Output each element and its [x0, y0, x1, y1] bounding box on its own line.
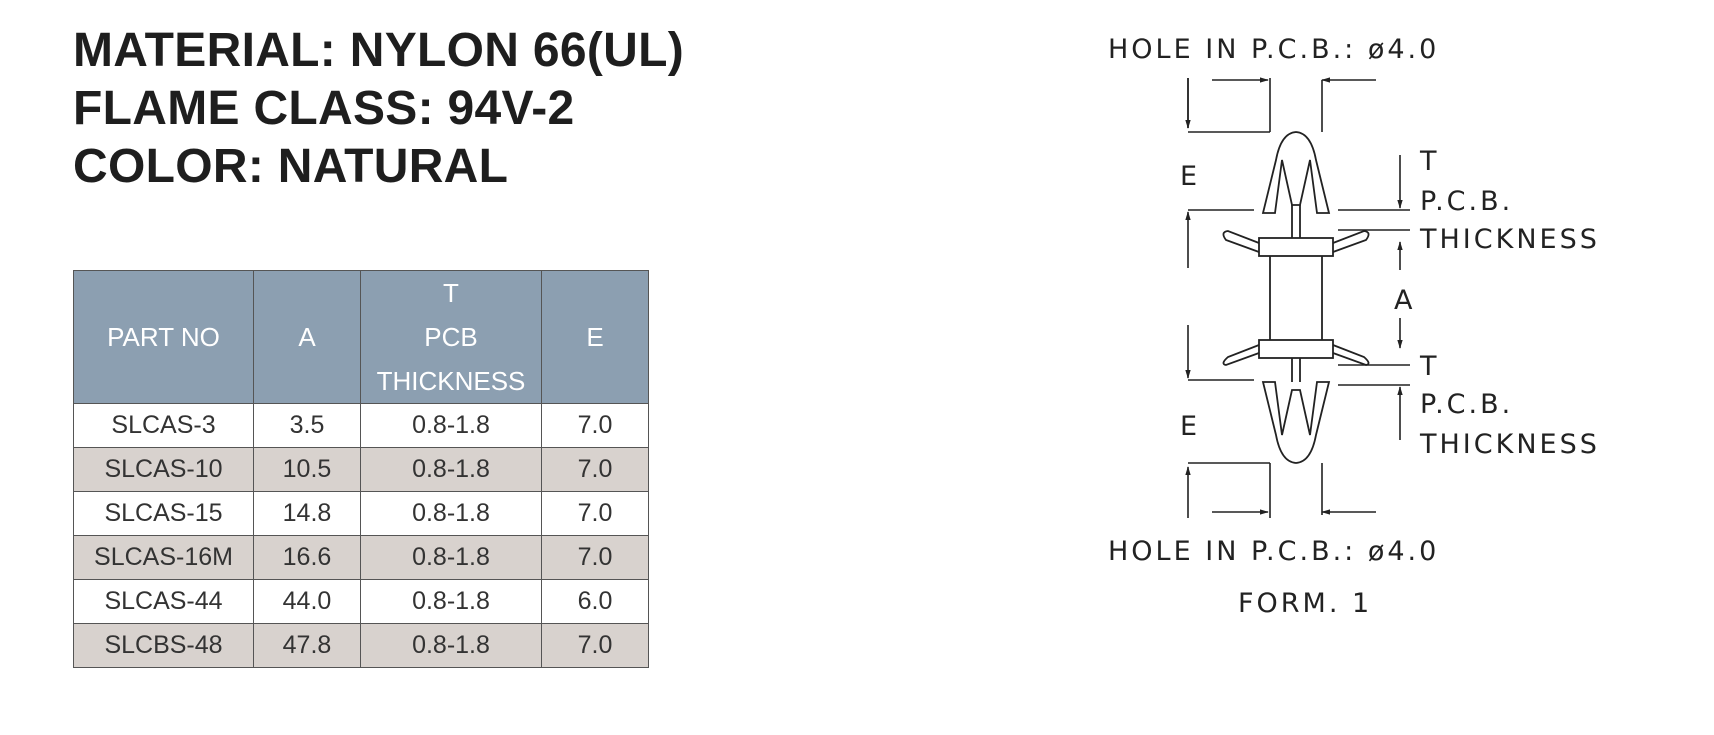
- cell-a: 3.5: [253, 403, 361, 448]
- table-row: SLCAS-10 10.5 0.8-1.8 7.0: [73, 447, 649, 492]
- cell-part-no: SLCAS-16M: [73, 535, 254, 580]
- pcb-bottom-label: P.C.B.: [1420, 389, 1513, 420]
- cell-t: 0.8-1.8: [360, 403, 542, 448]
- thickness-top-label: THICKNESS: [1419, 224, 1600, 255]
- cell-e: 7.0: [541, 535, 649, 580]
- header-t-line1: T: [443, 278, 459, 308]
- cell-part-no: SLCAS-15: [73, 491, 254, 536]
- e-bottom-label: E: [1180, 411, 1200, 442]
- cell-a: 14.8: [253, 491, 361, 536]
- cell-part-no: SLCAS-10: [73, 447, 254, 492]
- color-spec: COLOR: NATURAL: [73, 140, 509, 193]
- cell-t: 0.8-1.8: [360, 535, 542, 580]
- part-outline: [1222, 131, 1370, 464]
- pcb-top-label: P.C.B.: [1420, 186, 1513, 217]
- cell-t: 0.8-1.8: [360, 447, 542, 492]
- t-top-label: T: [1419, 146, 1440, 177]
- cell-part-no: SLCAS-44: [73, 579, 254, 624]
- table-header-row: PART NO A T PCB THICKNESS E: [73, 270, 649, 404]
- cell-e: 7.0: [541, 403, 649, 448]
- dimension-lines: [1185, 77, 1410, 518]
- cell-part-no: SLCAS-3: [73, 403, 254, 448]
- header-e: E: [541, 270, 649, 404]
- cell-t: 0.8-1.8: [360, 623, 542, 668]
- cell-part-no: SLCBS-48: [73, 623, 254, 668]
- form-label: FORM. 1: [1238, 588, 1372, 619]
- a-label: A: [1394, 285, 1415, 316]
- cell-a: 10.5: [253, 447, 361, 492]
- thickness-bottom-label: THICKNESS: [1419, 429, 1600, 460]
- cell-e: 7.0: [541, 491, 649, 536]
- cell-a: 44.0: [253, 579, 361, 624]
- table-row: SLCAS-15 14.8 0.8-1.8 7.0: [73, 491, 649, 536]
- e-top-label: E: [1180, 161, 1200, 192]
- cell-e: 6.0: [541, 579, 649, 624]
- cell-a: 16.6: [253, 535, 361, 580]
- table-row: SLCBS-48 47.8 0.8-1.8 7.0: [73, 623, 649, 668]
- table-row: SLCAS-16M 16.6 0.8-1.8 7.0: [73, 535, 649, 580]
- material-spec: MATERIAL: NYLON 66(UL): [73, 24, 685, 77]
- cell-t: 0.8-1.8: [360, 491, 542, 536]
- header-a: A: [253, 270, 361, 404]
- spec-block: MATERIAL: NYLON 66(UL) FLAME CLASS: 94V-…: [73, 22, 684, 196]
- header-t-line2: PCB: [424, 322, 478, 352]
- hole-top-label: HOLE IN P.C.B.: ø4.0: [1108, 34, 1439, 65]
- hole-bottom-label: HOLE IN P.C.B.: ø4.0: [1108, 536, 1439, 567]
- table-row: SLCAS-44 44.0 0.8-1.8 6.0: [73, 579, 649, 624]
- header-part-no: PART NO: [73, 270, 254, 404]
- cell-e: 7.0: [541, 623, 649, 668]
- table-row: SLCAS-3 3.5 0.8-1.8 7.0: [73, 403, 649, 448]
- t-bottom-label: T: [1419, 351, 1440, 382]
- cell-e: 7.0: [541, 447, 649, 492]
- spacer-support-drawing: HOLE IN P.C.B.: ø4.0 HOLE IN P.C.B.: ø4.…: [1108, 34, 1600, 619]
- flame-class-spec: FLAME CLASS: 94V-2: [73, 82, 575, 135]
- cell-t: 0.8-1.8: [360, 579, 542, 624]
- header-t-pcb-thickness: T PCB THICKNESS: [360, 270, 542, 404]
- header-t-line3: THICKNESS: [376, 366, 526, 396]
- parts-table: PART NO A T PCB THICKNESS E SLCAS-3 3.5 …: [73, 270, 649, 668]
- cell-a: 47.8: [253, 623, 361, 668]
